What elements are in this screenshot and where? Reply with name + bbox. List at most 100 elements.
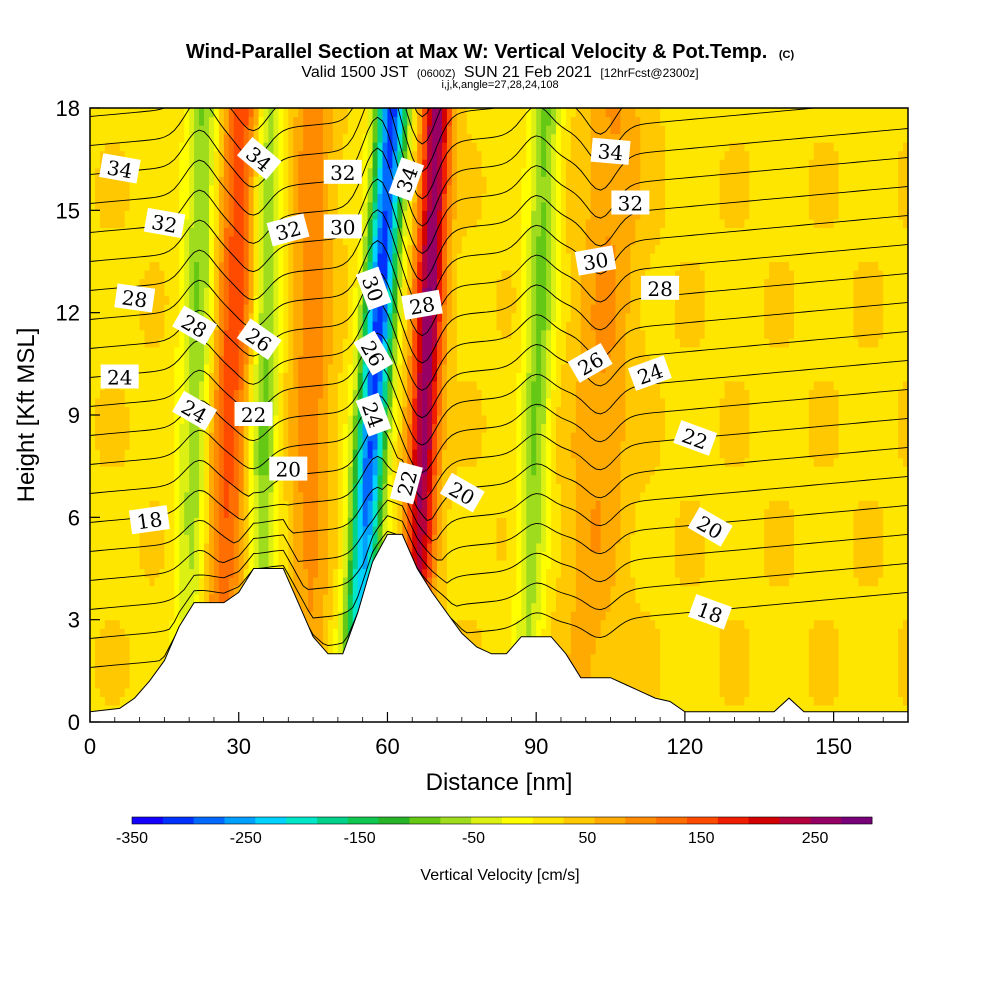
velocity-cell	[100, 560, 106, 569]
velocity-cell	[407, 432, 413, 441]
velocity-cell	[293, 347, 299, 356]
velocity-cell	[100, 244, 106, 253]
velocity-cell	[224, 262, 230, 271]
velocity-cell	[149, 142, 155, 151]
velocity-cell	[363, 483, 369, 492]
velocity-cell	[164, 321, 170, 330]
velocity-cell	[105, 389, 111, 398]
velocity-cell	[154, 586, 160, 595]
velocity-cell	[323, 202, 329, 211]
velocity-cell	[417, 117, 423, 126]
velocity-cell	[229, 415, 235, 424]
velocity-cell	[378, 202, 384, 211]
velocity-cell	[120, 551, 126, 560]
velocity-cell	[135, 551, 141, 560]
velocity-cell	[154, 645, 160, 654]
velocity-cell	[318, 449, 324, 458]
velocity-cell	[333, 389, 339, 398]
velocity-cell	[125, 560, 131, 569]
velocity-cell	[164, 586, 170, 595]
velocity-cell	[363, 449, 369, 458]
velocity-cell	[105, 227, 111, 236]
velocity-cell	[412, 372, 418, 381]
velocity-cell	[135, 347, 141, 356]
velocity-cell	[115, 347, 121, 356]
velocity-cell	[338, 517, 344, 526]
velocity-cell	[249, 441, 255, 450]
velocity-cell	[254, 526, 260, 535]
velocity-cell	[264, 543, 270, 552]
velocity-cell	[169, 108, 175, 117]
velocity-cell	[328, 381, 334, 390]
velocity-cell	[174, 142, 180, 151]
velocity-cell	[154, 296, 160, 305]
velocity-cell	[164, 406, 170, 415]
velocity-cell	[229, 117, 235, 126]
velocity-cell	[318, 466, 324, 475]
velocity-cell	[120, 355, 126, 364]
velocity-cell	[145, 475, 151, 484]
velocity-cell	[229, 125, 235, 134]
velocity-cell	[249, 219, 255, 228]
velocity-cell	[204, 543, 210, 552]
velocity-cell	[169, 117, 175, 126]
velocity-cell	[249, 287, 255, 296]
velocity-cell	[417, 560, 423, 569]
velocity-cell	[179, 543, 185, 552]
velocity-cell	[224, 219, 230, 228]
velocity-cell	[368, 142, 374, 151]
velocity-cell	[348, 389, 354, 398]
velocity-cell	[244, 475, 250, 484]
velocity-cell	[90, 688, 96, 697]
velocity-cell	[313, 168, 319, 177]
velocity-cell	[427, 219, 433, 228]
velocity-cell	[234, 134, 240, 143]
velocity-cell	[308, 372, 314, 381]
velocity-cell	[368, 193, 374, 202]
velocity-cell	[130, 210, 136, 219]
velocity-cell	[343, 560, 349, 569]
velocity-cell	[392, 372, 398, 381]
velocity-cell	[378, 466, 384, 475]
velocity-cell	[298, 244, 304, 253]
velocity-cell	[110, 424, 116, 433]
velocity-cell	[184, 279, 190, 288]
velocity-cell	[199, 117, 205, 126]
velocity-cell	[333, 244, 339, 253]
velocity-cell	[244, 441, 250, 450]
velocity-cell	[264, 244, 270, 253]
velocity-cell	[323, 483, 329, 492]
velocity-cell	[288, 279, 294, 288]
velocity-cell	[174, 372, 180, 381]
velocity-cell	[105, 193, 111, 202]
velocity-cell	[135, 449, 141, 458]
velocity-cell	[90, 159, 96, 168]
velocity-cell	[95, 500, 101, 509]
velocity-cell	[273, 551, 279, 560]
velocity-cell	[90, 679, 96, 688]
velocity-cell	[313, 620, 319, 629]
velocity-cell	[204, 176, 210, 185]
velocity-cell	[249, 372, 255, 381]
velocity-cell	[154, 304, 160, 313]
velocity-cell	[159, 534, 165, 543]
velocity-cell	[249, 355, 255, 364]
velocity-cell	[422, 134, 428, 143]
velocity-cell	[392, 253, 398, 262]
velocity-cell	[224, 441, 230, 450]
velocity-cell	[313, 517, 319, 526]
velocity-cell	[199, 227, 205, 236]
velocity-cell	[169, 560, 175, 569]
velocity-cell	[308, 517, 314, 526]
velocity-cell	[110, 611, 116, 620]
velocity-cell	[224, 364, 230, 373]
velocity-cell	[224, 543, 230, 552]
velocity-cell	[397, 355, 403, 364]
velocity-cell	[397, 441, 403, 450]
velocity-cell	[268, 202, 274, 211]
velocity-cell	[100, 645, 106, 654]
velocity-cell	[318, 185, 324, 194]
velocity-cell	[135, 117, 141, 126]
velocity-cell	[100, 279, 106, 288]
velocity-cell	[105, 210, 111, 219]
